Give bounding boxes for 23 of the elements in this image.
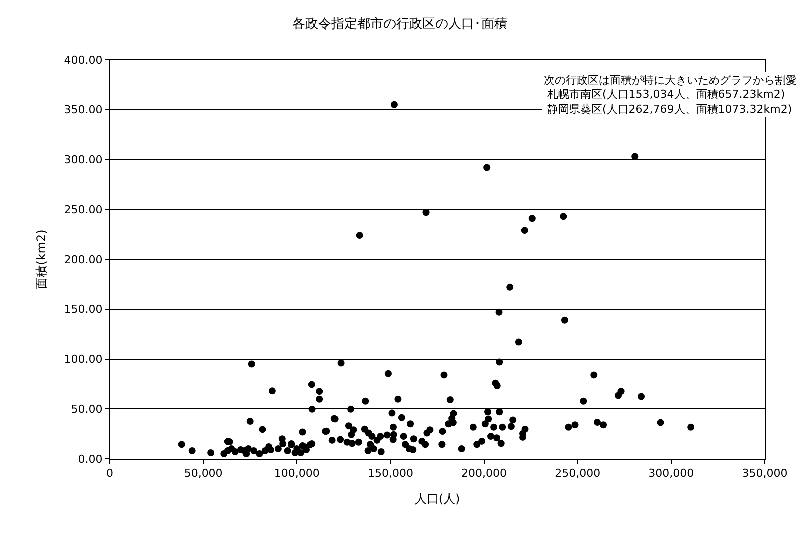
y-tick-label: 100.00 [64, 353, 103, 366]
y-tick-label: 250.00 [64, 203, 103, 216]
x-tick-label: 50,000 [184, 467, 223, 480]
y-tick-label: 400.00 [64, 54, 103, 67]
y-tick-label: 50.00 [71, 402, 103, 416]
x-tick-label: 250,000 [555, 467, 601, 480]
y-tick-label: 0.00 [78, 452, 103, 466]
annotation: 静岡県葵区(人口262,769人、面積1073.32km2) [544, 103, 792, 116]
y-tick-label: 350.00 [64, 104, 103, 117]
x-tick-label: 150,000 [368, 467, 414, 480]
x-axis-title: 人口(人) [414, 492, 460, 506]
x-tick-label: 350,000 [742, 467, 788, 480]
annotation: 札幌市南区(人口153,034人、面積657.23km2) [544, 88, 786, 101]
x-tick-label: 100,000 [274, 467, 320, 480]
x-tick-label: 300,000 [648, 467, 694, 480]
chart-title: 各政令指定都市の行政区の人口･面積 [292, 16, 508, 32]
y-tick-label: 300.00 [64, 154, 103, 167]
x-tick-label: 200,000 [462, 467, 508, 480]
y-tick-label: 150.00 [64, 303, 103, 316]
x-tick-label: 0 [106, 467, 114, 480]
y-tick-label: 200.00 [64, 253, 103, 266]
y-axis-title: 面積(km2) [34, 230, 49, 290]
annotation: 次の行政区は面積が特に大きいためグラフから割愛 [544, 74, 797, 87]
